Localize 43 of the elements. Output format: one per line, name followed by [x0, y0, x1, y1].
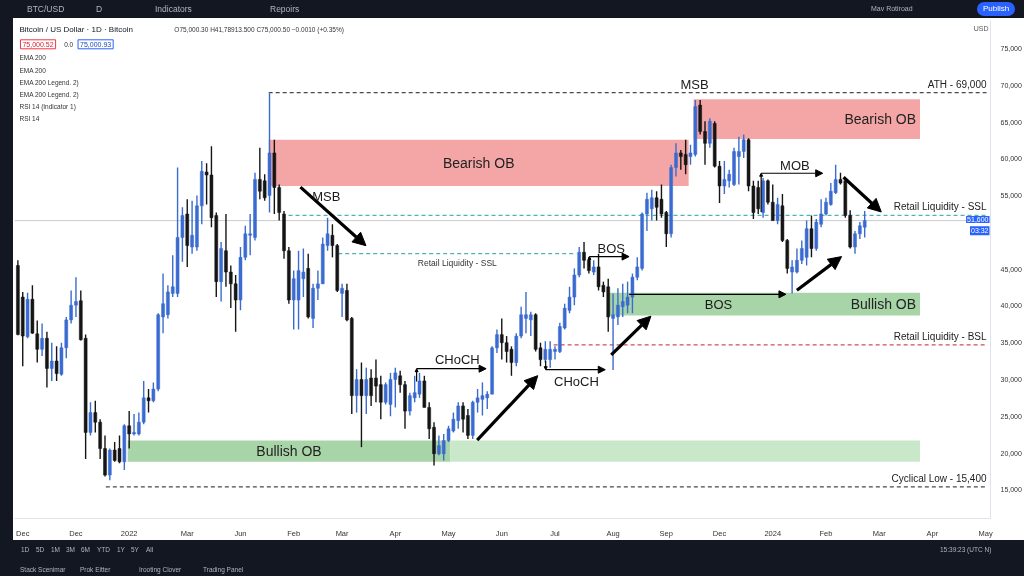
text: Indicators [155, 3, 192, 16]
text: Repoirs [270, 3, 300, 16]
band-label: Bearish OB [442, 154, 515, 171]
text: Publish [977, 2, 1016, 16]
candlestick [683, 138, 688, 175]
candlestick [708, 117, 712, 149]
band-label: Bullish OB [850, 296, 917, 313]
candlestick [862, 210, 867, 239]
candlestick [146, 388, 151, 414]
band-label: Bearish OB [844, 111, 917, 128]
candlestick [775, 197, 780, 225]
candlestick [354, 368, 359, 414]
candlestick [233, 274, 238, 333]
candlestick [417, 372, 422, 399]
candlestick [262, 173, 267, 202]
ref-line-label: ATH - 69,000 [927, 78, 987, 90]
ref-line-label: Retail Liquidity - SSL [893, 201, 987, 213]
candlestick [340, 283, 344, 318]
text: Bitcoin / US Dollar · 1D · Bitcoin [19, 24, 133, 34]
candlestick [50, 341, 54, 382]
candlestick [40, 322, 44, 357]
ref-line-label: Cyclical Low - 15,400 [891, 472, 987, 484]
annotation: BOS [597, 241, 626, 257]
ref-line-label: Retail Liquidity - BSL [893, 330, 987, 342]
candlestick [127, 410, 131, 450]
ref-line-label: Retail Liquidity - SSL [417, 257, 498, 268]
text: BTC/USD [27, 3, 65, 16]
text: D [96, 3, 103, 16]
annotation: BOS [704, 296, 733, 312]
annotation: MOB [780, 157, 810, 173]
candlestick [722, 160, 727, 195]
annotation: MSB [680, 77, 709, 93]
annotation: MSB [312, 188, 341, 204]
candlestick [117, 434, 122, 465]
band-label: Bullish OB [256, 443, 322, 460]
candlestick [809, 214, 814, 259]
candlestick [88, 401, 93, 437]
candlestick [741, 133, 746, 159]
candlestick [364, 367, 369, 415]
candlestick [54, 345, 59, 382]
annotation: CHoCH [554, 374, 599, 390]
annotation: CHoCH [434, 352, 480, 368]
candlestick [359, 361, 364, 448]
